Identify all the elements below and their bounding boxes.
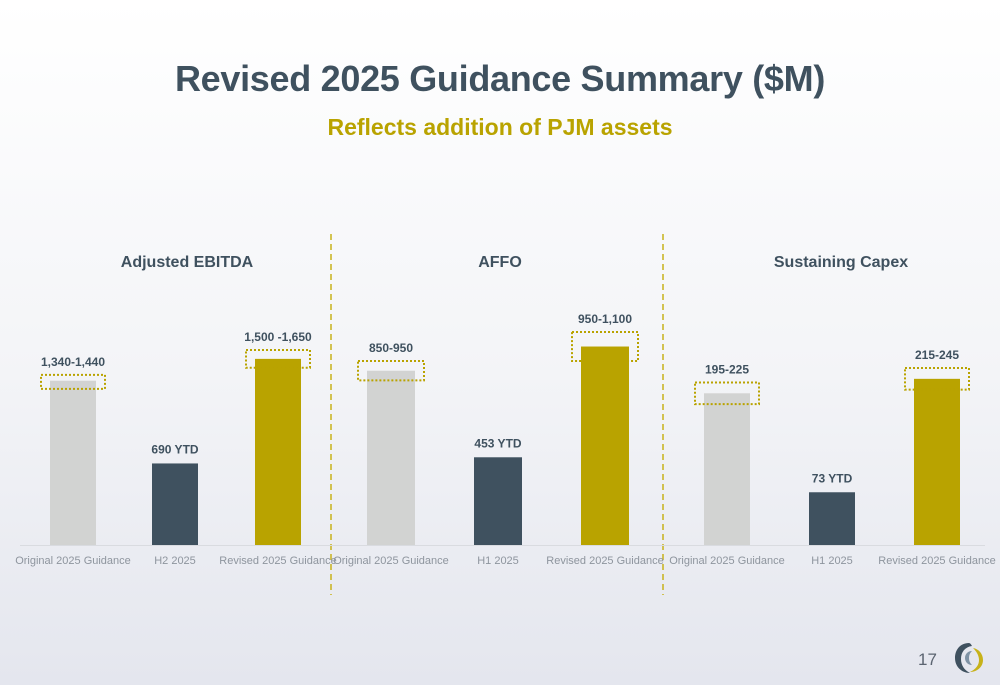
chart-title: Adjusted EBITDA: [121, 254, 254, 271]
bar: [914, 378, 960, 545]
bar: [809, 492, 855, 545]
guidance-range-box: [904, 367, 970, 391]
category-label: Original 2025 Guidance: [333, 555, 449, 567]
guidance-range-box: [245, 349, 311, 369]
category-label: Revised 2025 Guidance: [219, 555, 336, 567]
data-label: 850-950: [369, 341, 413, 355]
data-label: 950-1,100: [578, 312, 632, 326]
bar: [50, 380, 96, 545]
company-logo-icon: [955, 643, 983, 673]
guidance-range-box: [571, 331, 639, 363]
category-label: H1 2025: [477, 555, 519, 567]
bar: [255, 358, 301, 545]
category-label: Revised 2025 Guidance: [878, 555, 995, 567]
category-label: H1 2025: [811, 555, 853, 567]
bar: [367, 370, 415, 545]
guidance-range-box: [694, 381, 760, 406]
data-label: 215-245: [915, 348, 959, 362]
bar: [581, 346, 629, 545]
page-number: 17: [918, 650, 937, 669]
data-label: 195-225: [705, 362, 749, 376]
bar: [704, 393, 750, 545]
category-label: H2 2025: [154, 555, 196, 567]
slide-subtitle: Reflects addition of PJM assets: [327, 114, 673, 140]
data-label: 453 YTD: [474, 436, 521, 450]
category-label: Original 2025 Guidance: [15, 555, 131, 567]
bar: [152, 463, 198, 545]
slide-title: Revised 2025 Guidance Summary ($M): [174, 58, 826, 99]
guidance-range-box: [40, 373, 106, 390]
data-label: 1,500 -1,650: [244, 330, 312, 344]
category-label: Original 2025 Guidance: [669, 555, 785, 567]
category-label: Revised 2025 Guidance: [546, 555, 663, 567]
data-label: 690 YTD: [151, 442, 198, 456]
chart-title: AFFO: [478, 254, 522, 271]
chart-title: Sustaining Capex: [774, 254, 908, 271]
bar: [474, 457, 522, 545]
guidance-range-box: [357, 360, 425, 382]
data-label: 1,340-1,440: [41, 355, 105, 369]
data-label: 73 YTD: [812, 471, 853, 485]
